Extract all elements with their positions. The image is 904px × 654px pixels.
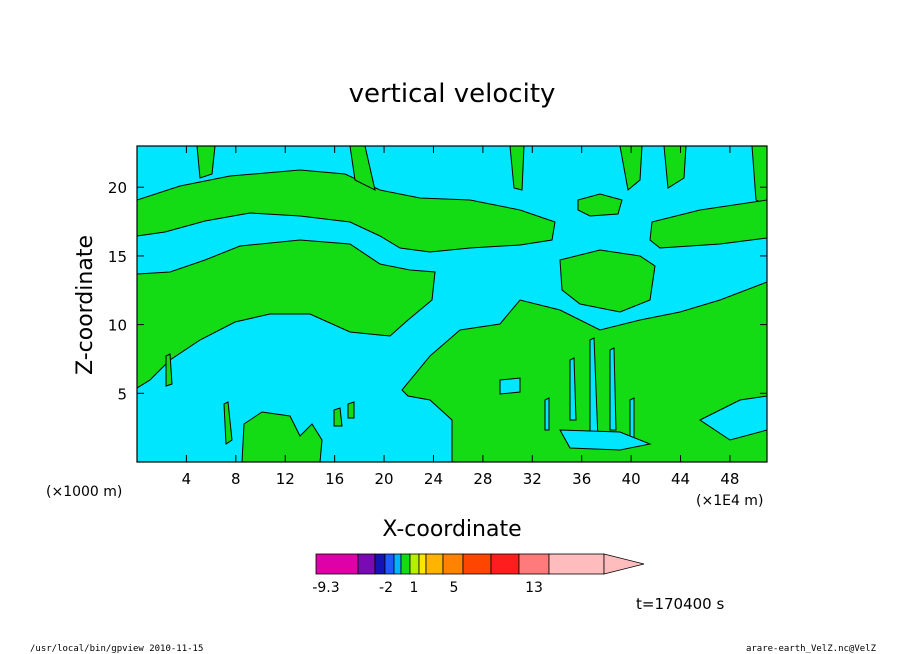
- x-unit-left: (×1000 m): [46, 484, 122, 500]
- colorbar-segment: [374, 553, 386, 575]
- colorbar-label: 5: [450, 580, 459, 596]
- colorbar-segment: [315, 553, 359, 575]
- colorbar-segment: [518, 553, 550, 575]
- colorbar-segment: [442, 553, 464, 575]
- contour-region-top-right-d: [751, 146, 767, 207]
- x-tick-label: 48: [720, 470, 739, 488]
- x-tick-label: 12: [276, 470, 295, 488]
- colorbar-segment: [462, 553, 492, 575]
- y-tick-label: 10: [108, 317, 127, 335]
- contour-region-bottom-left: [241, 411, 323, 462]
- contour-regions: [137, 146, 767, 462]
- contour-region-top-right-b: [619, 146, 643, 191]
- colorbar-label: -2: [379, 580, 393, 596]
- contour-region-lower-right: [401, 281, 767, 462]
- contour-region-top-right-a: [509, 146, 525, 191]
- contour-region-top-mid: [349, 146, 376, 191]
- colorbar-segment: [548, 553, 605, 575]
- contour-region-plume-1: [223, 401, 233, 445]
- colorbar-segment: [418, 553, 427, 575]
- colorbar-segment: [409, 553, 420, 575]
- contour-region-top-right-c: [663, 146, 687, 189]
- contour-region-right-upper: [649, 199, 767, 249]
- plot-frame: [136, 145, 768, 463]
- x-tick-label: 32: [523, 470, 542, 488]
- chart-title: vertical velocity: [349, 79, 556, 109]
- x-unit-right: (×1E4 m): [696, 493, 763, 509]
- y-tick-label: 5: [117, 385, 127, 403]
- x-axis: 4 8 12 16 20 24 28 32 36 40 44 48: [182, 146, 739, 488]
- x-tick-label: 16: [325, 470, 344, 488]
- negative-streak: [499, 377, 521, 395]
- x-tick-label: 40: [622, 470, 641, 488]
- contour-negative-streaks: [499, 337, 767, 451]
- contour-region-middle-right: [559, 249, 656, 313]
- contour-region-island: [577, 193, 623, 217]
- y-axis: 5 10 15 20: [108, 179, 767, 403]
- colorbar-arrow: [603, 553, 645, 575]
- x-tick-label: 28: [473, 470, 492, 488]
- plot-area: [136, 145, 768, 463]
- colorbar-segment: [357, 553, 376, 575]
- y-axis-label: Z-coordinate: [73, 235, 98, 375]
- colorbar-segment: [490, 553, 520, 575]
- contour-region-top-left: [196, 146, 216, 179]
- negative-streak: [544, 397, 550, 431]
- x-tick-label: 36: [572, 470, 591, 488]
- colorbar-segment: [384, 553, 395, 575]
- contour-region-plume-4: [347, 401, 355, 419]
- colorbar-label: 1: [410, 580, 419, 596]
- contour-region-middle-left: [137, 239, 436, 389]
- negative-streak: [699, 395, 767, 441]
- colorbar-segment: [393, 553, 402, 575]
- negative-streak: [559, 429, 652, 451]
- x-axis-label: X-coordinate: [382, 517, 521, 542]
- time-label: t=170400 s: [636, 595, 724, 613]
- negative-streak: [609, 347, 617, 431]
- negative-streak: [569, 357, 577, 421]
- x-tick-label: 20: [375, 470, 394, 488]
- colorbar-segment: [400, 553, 411, 575]
- y-tick-label: 20: [108, 179, 127, 197]
- colorbar-label: -9.3: [312, 580, 339, 596]
- colorbar-label: 13: [525, 580, 543, 596]
- x-tick-label: 4: [182, 470, 192, 488]
- y-tick-label: 15: [108, 248, 127, 266]
- negative-streak: [629, 397, 635, 441]
- footer-left: /usr/local/bin/gpview 2010-11-15: [30, 644, 203, 654]
- colorbar: -9.3 -2 1 5 13: [312, 553, 645, 596]
- x-tick-label: 8: [231, 470, 241, 488]
- footer-right: arare-earth_VelZ.nc@VelZ: [746, 644, 877, 654]
- contour-region-plume-3: [333, 407, 343, 427]
- x-tick-label: 44: [671, 470, 690, 488]
- contour-region-plume-2: [165, 353, 173, 387]
- contour-region-upper-band: [137, 169, 556, 253]
- x-tick-label: 24: [424, 470, 443, 488]
- colorbar-segment: [425, 553, 444, 575]
